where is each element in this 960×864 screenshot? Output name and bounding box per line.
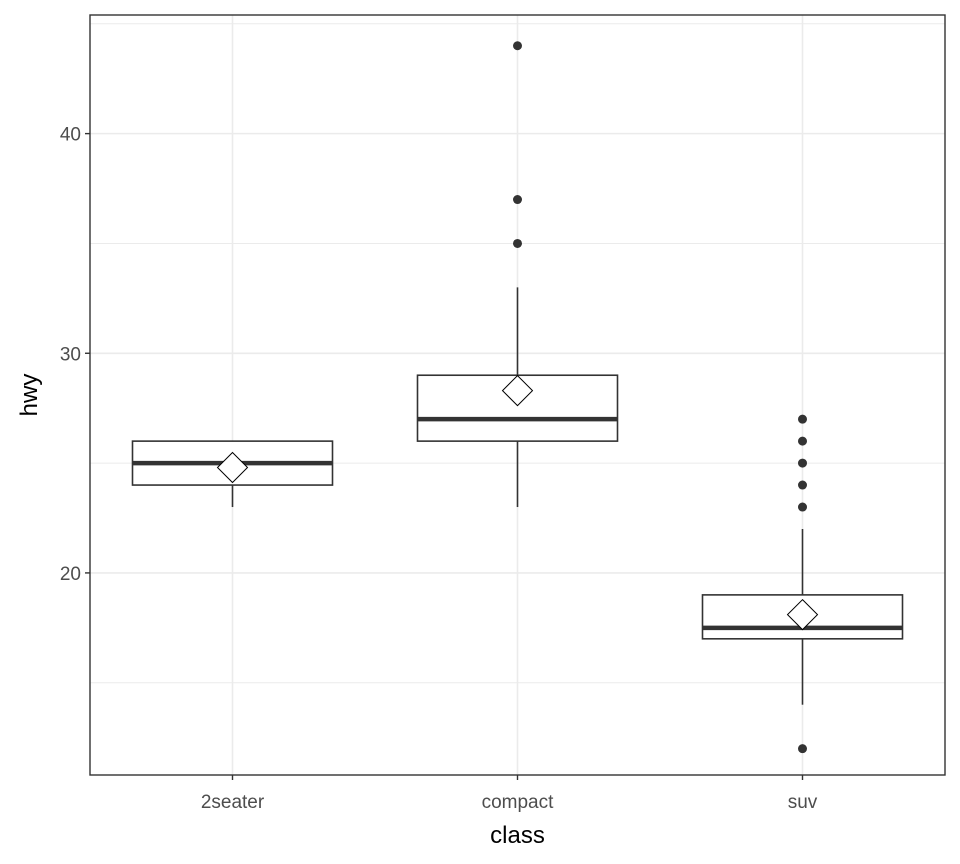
box-suv bbox=[701, 414, 904, 754]
x-tick-label: 2seater bbox=[201, 792, 265, 813]
x-tick-label: suv bbox=[788, 792, 818, 813]
box-compact bbox=[416, 41, 619, 508]
outlier-point bbox=[798, 458, 807, 468]
mean-marker bbox=[501, 374, 534, 407]
y-tick-label: 40 bbox=[60, 125, 81, 146]
outlier-point bbox=[798, 502, 807, 512]
y-axis-title: hwy bbox=[16, 374, 43, 417]
boxes bbox=[131, 41, 904, 754]
mean-marker bbox=[786, 598, 819, 631]
y-tick-label: 20 bbox=[60, 564, 81, 585]
y-tick-label: 30 bbox=[60, 344, 81, 365]
box-2seater bbox=[131, 440, 334, 508]
mean-marker bbox=[216, 451, 249, 484]
x-axis-title: class bbox=[490, 822, 545, 849]
outlier-point bbox=[798, 414, 807, 424]
x-tick-label: compact bbox=[482, 792, 555, 813]
outlier-point bbox=[798, 480, 807, 490]
outlier-point bbox=[798, 744, 807, 754]
outlier-point bbox=[513, 41, 522, 51]
outlier-point bbox=[513, 195, 522, 205]
outlier-point bbox=[798, 436, 807, 446]
outlier-point bbox=[513, 238, 522, 248]
axes: 20 30 40 2seater compact suv bbox=[60, 125, 818, 813]
